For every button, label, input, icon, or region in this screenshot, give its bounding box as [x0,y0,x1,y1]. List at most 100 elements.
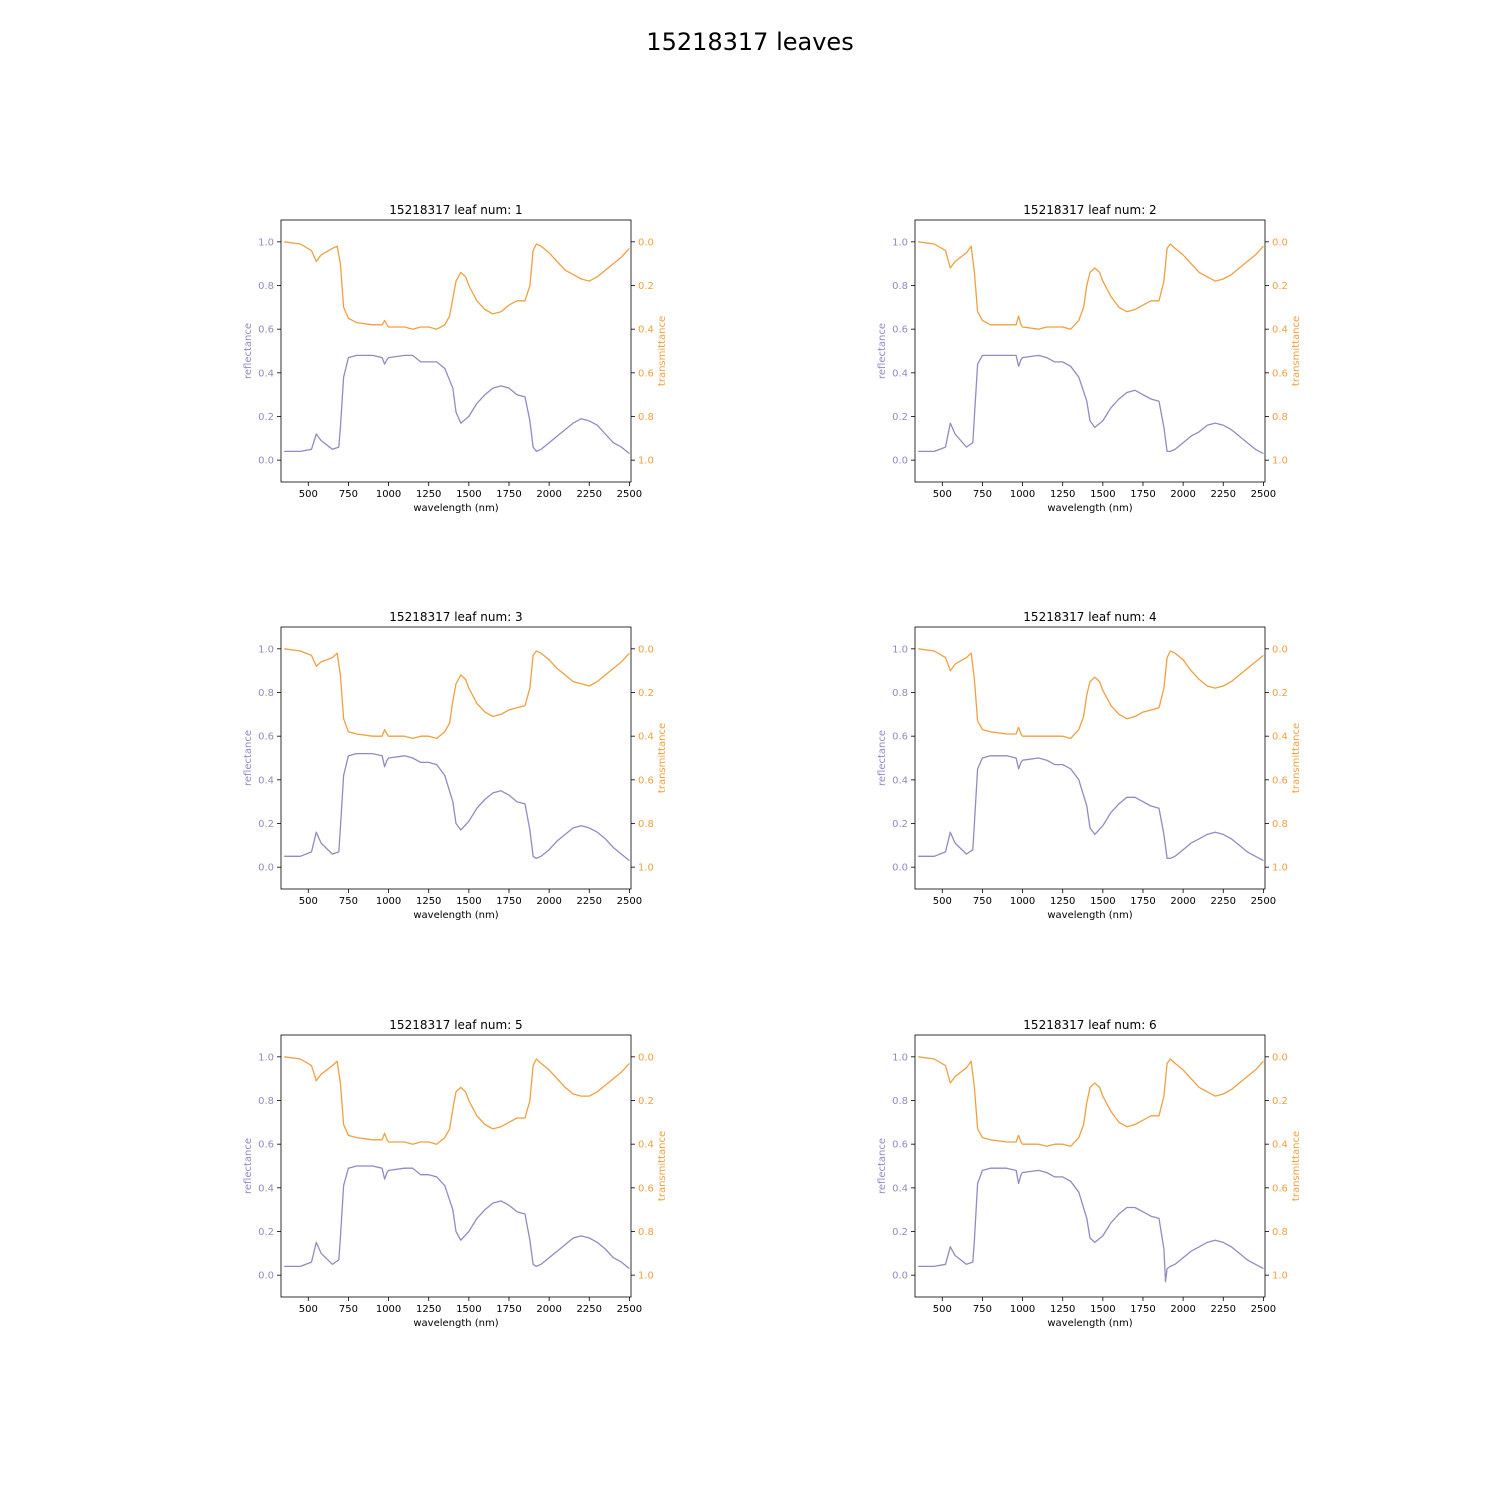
y-left-tick-label: 1.0 [258,644,274,655]
x-tick-label: 2250 [577,896,602,907]
x-tick-label: 500 [299,489,318,500]
y-left-tick-label: 0.4 [258,1183,274,1194]
plot-frame [280,219,632,483]
y-right-tick-label: 1.0 [1272,863,1288,874]
y-left-tick-label: 0.2 [258,1227,274,1238]
subplot-2: 15218317 leaf num: 2 500 750 1000 1250 1500 17… [877,203,1302,514]
panels: 15218317 leaf num: 1 500 750 1000 1250 1500 17… [243,203,1302,1329]
x-tick-label: 750 [339,896,358,907]
subplot-6: 15218317 leaf num: 6 500 750 1000 1250 1500 17… [877,1018,1302,1329]
y-right-tick-label: 1.0 [1272,456,1288,467]
y-right-tick-label: 1.0 [638,863,654,874]
y-left-tick-label: 1.0 [892,1052,908,1063]
y-right-tick-label: 0.2 [638,281,654,292]
x-tick-label: 2250 [577,1304,602,1315]
x-tick-label: 1500 [1090,896,1115,907]
x-axis-label: wavelength (nm) [413,1318,498,1329]
x-tick-label: 1000 [376,896,401,907]
y-right-tick-label: 0.2 [638,688,654,699]
transmittance-line [918,241,1264,330]
y-right-tick-label: 0.0 [1272,644,1288,655]
y-right-tick-label: 1.0 [1272,1271,1288,1282]
x-tick-label: 1000 [1010,489,1035,500]
subplot-4: 15218317 leaf num: 4 500 750 1000 1250 1500 17… [877,610,1302,921]
y-left-axis-label: reflectance [877,730,888,786]
plot-frame [914,219,1266,483]
y-left-tick-label: 0.8 [892,1096,908,1107]
subplot-title: 15218317 leaf num: 4 [1023,610,1156,624]
x-tick-label: 1250 [416,489,441,500]
y-right-tick-label: 0.8 [1272,412,1288,423]
y-left-tick-label: 0.8 [892,281,908,292]
y-left-tick-label: 0.4 [892,1183,908,1194]
x-tick-label: 1000 [1010,1304,1035,1315]
y-right-tick-label: 0.2 [1272,688,1288,699]
y-left-tick-label: 0.0 [892,456,908,467]
transmittance-line [918,648,1264,740]
subplot-title: 15218317 leaf num: 5 [389,1018,522,1032]
y-right-tick-label: 0.4 [1272,1140,1288,1151]
y-left-tick-label: 0.4 [258,368,274,379]
y-left-tick-label: 0.6 [892,732,908,743]
y-right-tick-label: 0.6 [638,368,654,379]
y-left-axis-label: reflectance [877,1138,888,1194]
x-tick-label: 2250 [1211,489,1236,500]
reflectance-line [918,1167,1264,1283]
y-left-axis-label: reflectance [877,323,888,379]
y-right-tick-label: 0.8 [1272,819,1288,830]
y-left-axis-label: reflectance [243,1138,254,1194]
subplot-1: 15218317 leaf num: 1 500 750 1000 1250 1500 17… [243,203,668,514]
y-right-tick-label: 0.2 [1272,281,1288,292]
y-right-tick-label: 0.4 [638,732,654,743]
x-tick-label: 1500 [1090,489,1115,500]
x-tick-label: 750 [973,1304,992,1315]
reflectance-line [284,354,630,455]
x-tick-label: 500 [933,896,952,907]
x-axis-label: wavelength (nm) [1047,503,1132,514]
y-right-tick-label: 0.8 [638,1227,654,1238]
x-tick-label: 1250 [1050,896,1075,907]
y-right-axis-label: transmittance [1291,1131,1302,1201]
x-tick-label: 1250 [1050,489,1075,500]
x-tick-label: 2500 [617,1304,642,1315]
y-left-tick-label: 0.0 [258,456,274,467]
subplot-3: 15218317 leaf num: 3 500 750 1000 1250 1500 17… [243,610,668,921]
plot-frame [280,626,632,890]
x-tick-label: 500 [933,489,952,500]
x-tick-label: 2500 [617,489,642,500]
subplot-title: 15218317 leaf num: 3 [389,610,522,624]
x-tick-label: 500 [299,1304,318,1315]
y-left-tick-label: 0.2 [892,819,908,830]
x-tick-label: 1750 [496,489,521,500]
y-left-tick-label: 0.0 [258,1271,274,1282]
y-left-tick-label: 0.0 [892,1271,908,1282]
y-right-axis-label: transmittance [657,723,668,793]
subplot-5: 15218317 leaf num: 5 500 750 1000 1250 1500 17… [243,1018,668,1329]
y-left-tick-label: 0.2 [258,412,274,423]
y-left-tick-label: 1.0 [258,237,274,248]
transmittance-line [284,241,630,330]
x-tick-label: 2500 [1251,1304,1276,1315]
y-left-tick-label: 0.2 [892,1227,908,1238]
y-right-tick-label: 0.0 [1272,237,1288,248]
y-left-axis-label: reflectance [243,323,254,379]
plot-frame [914,1034,1266,1298]
y-right-axis-label: transmittance [1291,723,1302,793]
y-left-axis-label: reflectance [243,730,254,786]
x-tick-label: 500 [933,1304,952,1315]
y-left-tick-label: 0.8 [258,281,274,292]
x-tick-label: 1500 [456,489,481,500]
y-right-tick-label: 0.0 [638,237,654,248]
figure-title: 15218317 leaves [646,28,853,56]
y-right-axis-label: transmittance [1291,316,1302,386]
reflectance-line [284,752,630,862]
x-tick-label: 1000 [376,489,401,500]
x-tick-label: 1750 [496,1304,521,1315]
transmittance-line [284,1056,630,1145]
x-axis-label: wavelength (nm) [413,910,498,921]
x-tick-label: 750 [339,489,358,500]
y-left-tick-label: 0.6 [258,1140,274,1151]
x-tick-label: 2000 [536,1304,561,1315]
subplot-title: 15218317 leaf num: 1 [389,203,522,217]
